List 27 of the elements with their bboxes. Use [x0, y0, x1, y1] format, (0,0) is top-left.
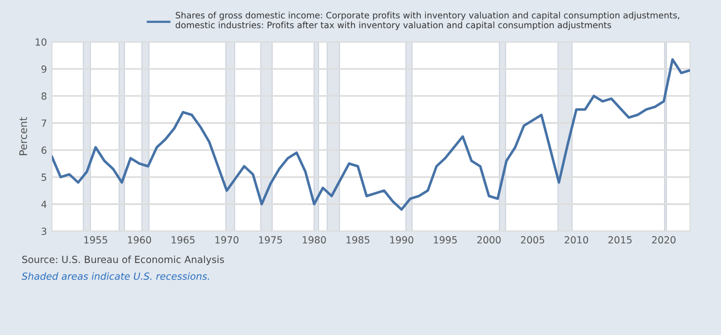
x-tick-label: 1975 — [259, 236, 282, 244]
x-tick-label: 1990 — [390, 236, 414, 244]
x-tick-label: 1955 — [84, 236, 108, 244]
x-tick-label: 2005 — [521, 236, 544, 244]
x-tick-label: 1985 — [346, 236, 370, 244]
x-tick-label: 1970 — [215, 236, 238, 244]
x-tick-label: 1980 — [302, 236, 326, 244]
x-tick-label: 2020 — [652, 236, 676, 244]
y-tick-label: 9 — [41, 65, 46, 73]
x-tick-label: 1965 — [172, 236, 195, 244]
x-tick-label: 1960 — [128, 236, 152, 244]
y-tick-label: 6 — [42, 146, 46, 154]
text: Shaded areas indicate U.S. recessions. — [22, 272, 209, 280]
x-tick-label: 2010 — [564, 236, 588, 244]
x-tick-label: 1995 — [434, 236, 457, 244]
x-tick-label: 2015 — [608, 236, 632, 244]
y-tick-label: 4 — [41, 200, 47, 208]
line-series — [52, 58, 690, 211]
x-tick-label: 2000 — [477, 236, 501, 244]
legend-label: Shares of gross domestic income: Corporate profits with inventory valuation and capital consumption adjustments, domestic industries: Profits after tax with inventory valuation and capital consumption adjustments — [176, 12, 680, 30]
y-tick-label: 3 — [42, 228, 46, 235]
y-tick-label: 7 — [42, 120, 46, 127]
y-tick-label: 10 — [36, 38, 46, 46]
y-tick-label: 5 — [42, 174, 46, 181]
source-note: Source: U.S. Bureau of Economic Analysis — [22, 256, 224, 265]
y-tick-label: 8 — [42, 92, 46, 100]
y-axis-title: Percent — [19, 117, 28, 156]
